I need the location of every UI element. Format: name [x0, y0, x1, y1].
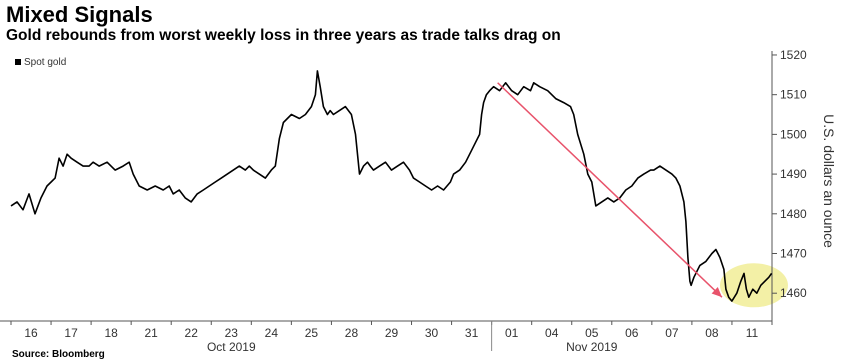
x-tick-label: 06 — [625, 326, 639, 340]
month-label: Oct 2019 — [207, 340, 256, 354]
y-tick-label: 1520 — [780, 48, 807, 62]
y-axis-label: U.S. dollars an ounce — [821, 114, 837, 248]
trend-arrow-line — [497, 82, 723, 298]
source-note: Source: Bloomberg — [12, 349, 105, 360]
legend-label: Spot gold — [24, 57, 66, 68]
legend-swatch — [15, 59, 21, 65]
x-tick-label: 07 — [665, 326, 679, 340]
x-tick-label: 18 — [104, 326, 118, 340]
y-tick-label: 1500 — [780, 127, 807, 141]
x-tick-label: 24 — [265, 326, 279, 340]
x-tick-label: 30 — [425, 326, 439, 340]
x-tick-label: 16 — [24, 326, 38, 340]
x-tick-label: 05 — [585, 326, 599, 340]
x-tick-label: 25 — [305, 326, 319, 340]
y-tick-label: 1490 — [780, 167, 807, 181]
y-tick-label: 1510 — [780, 88, 807, 102]
x-tick-label: 23 — [225, 326, 239, 340]
y-tick-label: 1460 — [780, 286, 807, 300]
x-tick-label: 11 — [746, 326, 759, 340]
chart-title: Mixed Signals — [6, 2, 153, 27]
y-tick-label: 1470 — [780, 247, 807, 261]
x-tick-label: 01 — [505, 326, 519, 340]
x-tick-label: 04 — [545, 326, 559, 340]
x-tick-label: 31 — [465, 326, 479, 340]
series-line-spot-gold — [10, 70, 773, 302]
trend-arrow-head — [711, 287, 722, 298]
y-tick-label: 1480 — [780, 207, 807, 221]
month-label: Nov 2019 — [566, 340, 618, 354]
x-tick-label: 22 — [185, 326, 199, 340]
highlight-ellipse — [719, 263, 788, 308]
x-tick-label: 08 — [705, 326, 719, 340]
x-tick-label: 21 — [145, 326, 159, 340]
x-tick-label: 28 — [345, 326, 359, 340]
chart-subtitle: Gold rebounds from worst weekly loss in … — [6, 27, 561, 44]
x-tick-label: 29 — [385, 326, 399, 340]
x-tick-label: 17 — [64, 326, 78, 340]
